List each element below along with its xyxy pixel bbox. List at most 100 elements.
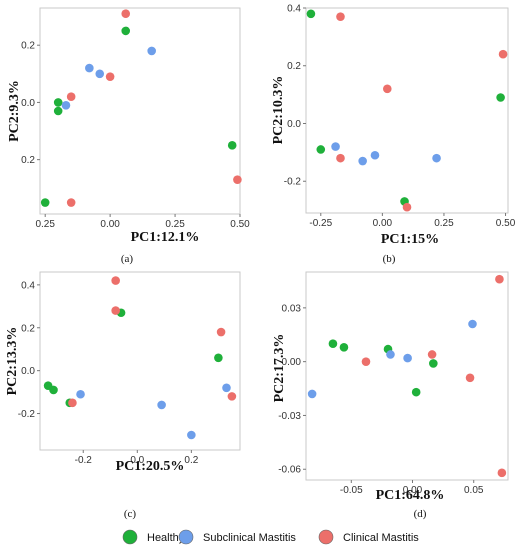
data-point bbox=[358, 156, 367, 166]
data-point bbox=[61, 100, 71, 110]
y-tick-label: 0.0 bbox=[21, 98, 35, 109]
x-tick-label: 0.05 bbox=[464, 485, 484, 496]
panel-label: (b) bbox=[383, 253, 396, 265]
legend-item-healthy: Healthy bbox=[122, 529, 185, 545]
legend-item-subclinical-mastitis: Subclinical Mastitis bbox=[178, 529, 296, 545]
data-point bbox=[468, 319, 477, 329]
series-clinical-mastitis bbox=[68, 276, 237, 408]
y-tick-label: 0.0 bbox=[21, 366, 35, 377]
data-point bbox=[111, 276, 120, 285]
x-tick-label: 0.00 bbox=[100, 219, 120, 230]
series-healthy bbox=[306, 9, 505, 206]
x-tick-label: -0.05 bbox=[340, 485, 363, 496]
data-point bbox=[429, 359, 438, 368]
series-healthy bbox=[40, 26, 237, 207]
data-point bbox=[316, 145, 326, 154]
legend: Healthy Subclinical Mastitis Clinical Mast… bbox=[122, 529, 419, 545]
y-tick-label: 0.2 bbox=[21, 323, 35, 334]
series-subclinical-mastitis bbox=[331, 142, 441, 166]
plot-area bbox=[39, 7, 241, 215]
data-point bbox=[336, 12, 345, 21]
y-axis-title: PC2:9.3% bbox=[7, 80, 22, 142]
x-tick-label: -0.2 bbox=[75, 455, 93, 466]
legend-label: Subclinical Mastitis bbox=[203, 532, 296, 544]
data-point bbox=[427, 350, 437, 359]
legend-swatch bbox=[178, 529, 194, 545]
data-point bbox=[497, 468, 507, 478]
data-point bbox=[157, 400, 166, 410]
data-point bbox=[498, 49, 508, 59]
series-clinical-mastitis bbox=[361, 274, 507, 478]
x-axis-title: PC1:64.8% bbox=[376, 488, 445, 503]
y-tick-label: 0.2 bbox=[21, 155, 35, 166]
data-point bbox=[336, 153, 345, 163]
legend-label: Clinical Mastitis bbox=[343, 532, 419, 544]
y-tick-label: 0.03 bbox=[282, 303, 302, 314]
y-tick-label: 0.0 bbox=[287, 119, 301, 130]
data-point bbox=[233, 175, 242, 184]
series-subclinical-mastitis bbox=[61, 46, 156, 110]
data-point bbox=[66, 198, 76, 207]
y-tick-label: -0.06 bbox=[278, 465, 301, 476]
legend-swatch bbox=[122, 529, 138, 545]
x-tick-label: 0.50 bbox=[230, 219, 250, 230]
x-axis-title: PC1:12.1% bbox=[131, 230, 200, 245]
x-axis-title: PC1:15% bbox=[381, 232, 439, 247]
data-point bbox=[370, 150, 380, 160]
panel-c: -0.2 0.0 0.2 0.4 0.2 0.0 -0.2 PC1:20.5% PC2:13.3… bbox=[5, 271, 241, 520]
data-point bbox=[495, 274, 504, 284]
y-tick-label: 0.4 bbox=[287, 4, 301, 15]
x-tick-label: 0.25 bbox=[434, 218, 454, 229]
data-point bbox=[403, 353, 412, 363]
x-axis-title: PC1:20.5% bbox=[116, 459, 185, 474]
y-tick-label: 0.00 bbox=[282, 357, 302, 368]
data-point bbox=[76, 389, 85, 399]
data-point bbox=[328, 339, 338, 349]
data-point bbox=[49, 385, 58, 395]
legend-item-clinical-mastitis: Clinical Mastitis bbox=[318, 529, 419, 545]
data-point bbox=[216, 327, 226, 337]
data-point bbox=[121, 9, 131, 19]
panel-label: (a) bbox=[121, 253, 134, 265]
x-tick-label: 0.2 bbox=[184, 455, 198, 466]
data-point bbox=[306, 9, 316, 19]
legend-label: Healthy bbox=[147, 532, 185, 544]
data-point bbox=[331, 142, 340, 151]
y-axis-title: PC2:13.3% bbox=[5, 327, 20, 396]
x-tick-label: 0.50 bbox=[496, 218, 516, 229]
data-point bbox=[307, 389, 317, 399]
data-point bbox=[432, 153, 441, 163]
data-point bbox=[339, 343, 349, 352]
plot-area bbox=[305, 271, 509, 481]
y-tick-label: -0.03 bbox=[278, 411, 301, 422]
x-tick-label: 0.00 bbox=[403, 485, 423, 496]
x-tick-label: 0.0 bbox=[130, 455, 144, 466]
data-point bbox=[382, 84, 392, 94]
x-tick-label: 0.25 bbox=[165, 219, 185, 230]
plot-area bbox=[39, 271, 241, 451]
panel-b: -0.25 0.00 0.25 0.50 0.4 0.2 0.0 -0.2 PC1:15% PC2… bbox=[271, 4, 516, 266]
y-tick-label: 0.2 bbox=[287, 61, 301, 72]
panel-d: -0.05 0.00 0.05 0.03 0.00 -0.03 -0.06 PC1:64.8%… bbox=[272, 271, 509, 520]
legend-swatch bbox=[318, 529, 334, 545]
plot-area bbox=[305, 7, 509, 214]
series-clinical-mastitis bbox=[336, 12, 508, 212]
data-point bbox=[214, 353, 223, 363]
data-point bbox=[411, 387, 421, 397]
data-point bbox=[68, 398, 77, 408]
data-point bbox=[85, 63, 94, 73]
data-point bbox=[53, 98, 63, 107]
y-axis-title: PC2:17.3% bbox=[272, 334, 287, 403]
y-axis-title: PC2:10.3% bbox=[271, 76, 286, 145]
data-point bbox=[465, 373, 475, 383]
series-subclinical-mastitis bbox=[307, 319, 477, 399]
series-clinical-mastitis bbox=[66, 9, 242, 207]
data-point bbox=[222, 383, 231, 393]
panel-label: (c) bbox=[124, 508, 137, 520]
panels-group: 0.25 0.00 0.25 0.50 0.2 0.0 0.2 PC1:12.1% PC2:9.… bbox=[5, 4, 516, 521]
x-tick-label: 0.25 bbox=[35, 219, 55, 230]
y-tick-label: 0.2 bbox=[21, 41, 35, 52]
panel-a: 0.25 0.00 0.25 0.50 0.2 0.0 0.2 PC1:12.1% PC2:9.… bbox=[7, 7, 250, 265]
data-point bbox=[496, 93, 505, 102]
